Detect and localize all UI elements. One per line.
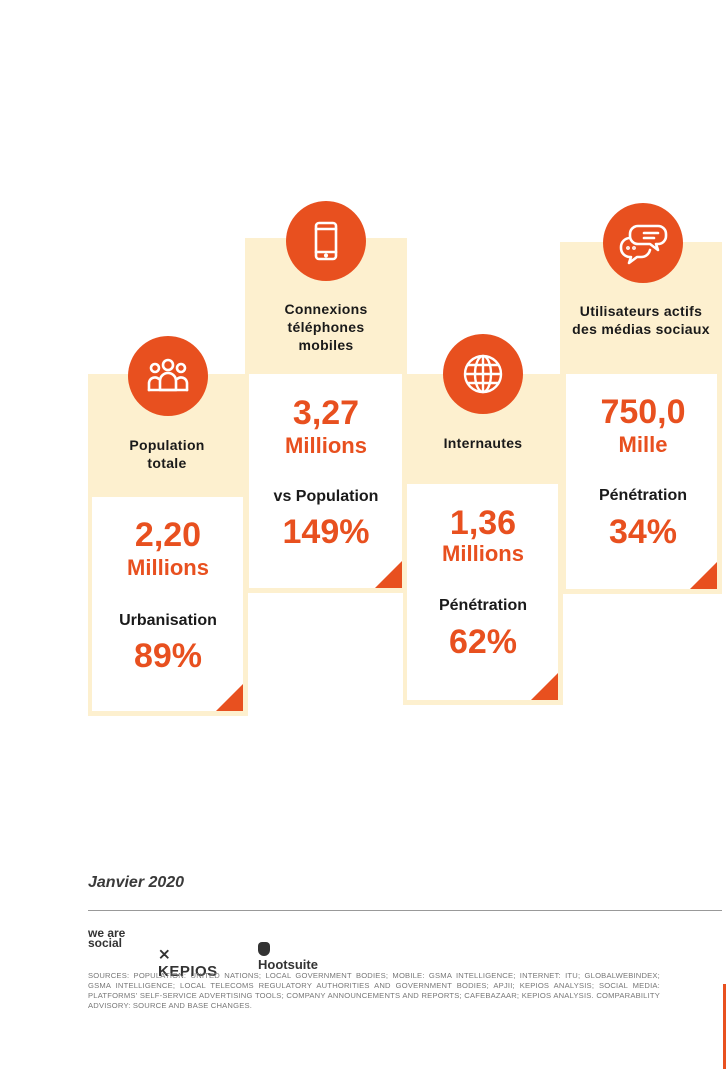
card-internet-sub-value: 62% <box>448 623 518 661</box>
corner-marker <box>375 561 402 588</box>
card-mobile-body <box>249 374 402 588</box>
card-mobile: Connexions téléphones mobiles 3,27 Milli… <box>245 238 407 593</box>
card-internet: Internautes 1,36 Millions Pénétration 62… <box>403 374 563 705</box>
card-population-unit: Millions <box>127 555 209 580</box>
card-population-value: 2,20 <box>134 516 202 554</box>
kepios-k-icon: ⨯ <box>158 946 172 963</box>
smartphone-icon <box>286 201 366 281</box>
card-social-media-body <box>566 374 717 589</box>
corner-marker <box>690 562 717 589</box>
card-mobile-label: Connexions téléphones mobiles <box>284 301 368 353</box>
card-social-media-sub-label: Pénétration <box>598 487 687 504</box>
card-internet-unit: Millions <box>442 541 524 566</box>
kepios-logo: ⨯KEPIOS <box>158 945 218 980</box>
card-internet-label: Internautes <box>443 435 523 451</box>
card-social-media-value: 750,0 <box>600 393 686 431</box>
corner-marker <box>216 684 243 711</box>
card-social-media-label: Utilisateurs actifs des médias sociaux <box>572 303 710 337</box>
card-social-media-sub-value: 34% <box>608 513 678 551</box>
hootsuite-logo: Hootsuite <box>258 942 318 972</box>
card-population-sub-label: Urbanisation <box>119 612 217 629</box>
card-social-media-unit: Mille <box>618 432 668 457</box>
hootsuite-logo-text: Hootsuite <box>258 957 318 972</box>
card-social-media: Utilisateurs actifs des médias sociaux 7… <box>560 242 722 594</box>
card-population: Population totale 2,20 Millions Urbanisa… <box>88 374 248 716</box>
card-population-label: Population totale <box>129 437 205 471</box>
kepios-logo-text: KEPIOS <box>158 963 218 980</box>
card-population-body <box>92 497 243 711</box>
card-internet-sub-label: Pénétration <box>438 597 527 614</box>
globe-icon <box>443 334 523 414</box>
edge-accent-bar <box>723 984 726 1069</box>
we-are-social-logo: we are social <box>88 926 126 950</box>
card-mobile-sub-label: vs Population <box>273 488 379 505</box>
card-mobile-value: 3,27 <box>292 394 360 432</box>
chat-bubbles-icon <box>603 203 683 283</box>
report-date: Janvier 2020 <box>88 874 185 891</box>
card-internet-body <box>407 484 558 700</box>
corner-marker <box>531 673 558 700</box>
card-population-sub-value: 89% <box>133 637 203 675</box>
card-internet-value: 1,36 <box>449 504 517 542</box>
card-mobile-unit: Millions <box>285 433 367 458</box>
sources-text: SOURCES: POPULATION: UNITED NATIONS; LOC… <box>88 971 660 1010</box>
owl-icon <box>258 942 270 956</box>
footer-divider <box>88 910 722 911</box>
card-mobile-sub-value: 149% <box>282 513 370 551</box>
people-icon <box>128 336 208 416</box>
